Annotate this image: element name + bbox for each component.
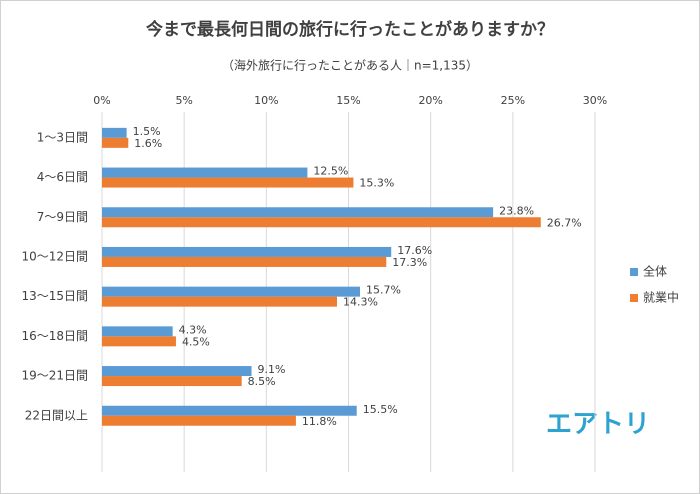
value-label: 23.8% [499, 204, 534, 217]
y-tick-label: 22日間以上 [25, 408, 88, 422]
value-label: 8.5% [248, 375, 276, 388]
value-label: 17.3% [392, 256, 427, 269]
value-label: 1.6% [134, 137, 162, 150]
value-label: 14.3% [343, 296, 378, 309]
y-tick-label: 7～9日間 [37, 210, 88, 224]
legend-swatch [630, 268, 638, 276]
chart-subtitle: （海外旅行に行ったことがある人｜n=1,135） [222, 58, 478, 73]
bar [102, 256, 387, 267]
y-tick-label: 19～21日間 [21, 369, 88, 383]
x-tick-label: 15% [336, 94, 360, 107]
bar [102, 177, 354, 188]
x-tick-label: 5% [175, 94, 192, 107]
y-tick-label: 4～6日間 [37, 170, 88, 184]
x-tick-label: 30% [583, 94, 607, 107]
legend-label: 全体 [643, 264, 667, 279]
x-tick-label: 20% [418, 94, 442, 107]
value-label: 4.5% [182, 335, 210, 348]
y-tick-label: 13～15日間 [21, 289, 88, 303]
bar [102, 127, 127, 138]
bar [102, 207, 494, 218]
x-tick-label: 10% [254, 94, 278, 107]
bar [102, 217, 541, 228]
bar [102, 246, 392, 257]
bar [102, 326, 173, 337]
chart-title: 今まで最長何日間の旅行に行ったことがありますか？ [146, 19, 554, 40]
value-label: 12.5% [313, 165, 348, 178]
bar [102, 405, 357, 416]
value-label: 1.5% [133, 125, 161, 138]
x-tick-label: 25% [501, 94, 525, 107]
bar [102, 296, 337, 307]
legend-label: 就業中 [643, 290, 679, 305]
x-tick-label: 0% [93, 94, 110, 107]
y-tick-label: 1～3日間 [37, 130, 88, 144]
bar [102, 376, 242, 387]
y-tick-label: 16～18日間 [21, 329, 88, 343]
value-label: 15.7% [366, 284, 401, 297]
logo: エアトリ [546, 410, 650, 440]
legend-swatch [630, 294, 638, 302]
bar [102, 137, 129, 148]
bar [102, 286, 361, 297]
y-tick-label: 10～12日間 [21, 249, 88, 263]
value-label: 15.3% [359, 177, 394, 190]
bar [102, 366, 252, 377]
value-label: 26.7% [547, 216, 582, 229]
value-label: 9.1% [258, 363, 286, 376]
bar [102, 167, 308, 178]
value-label: 17.6% [397, 244, 432, 257]
value-label: 15.5% [363, 403, 398, 416]
bar [102, 336, 176, 347]
value-label: 4.3% [179, 323, 207, 336]
bar [102, 415, 296, 426]
value-label: 11.8% [302, 415, 337, 428]
